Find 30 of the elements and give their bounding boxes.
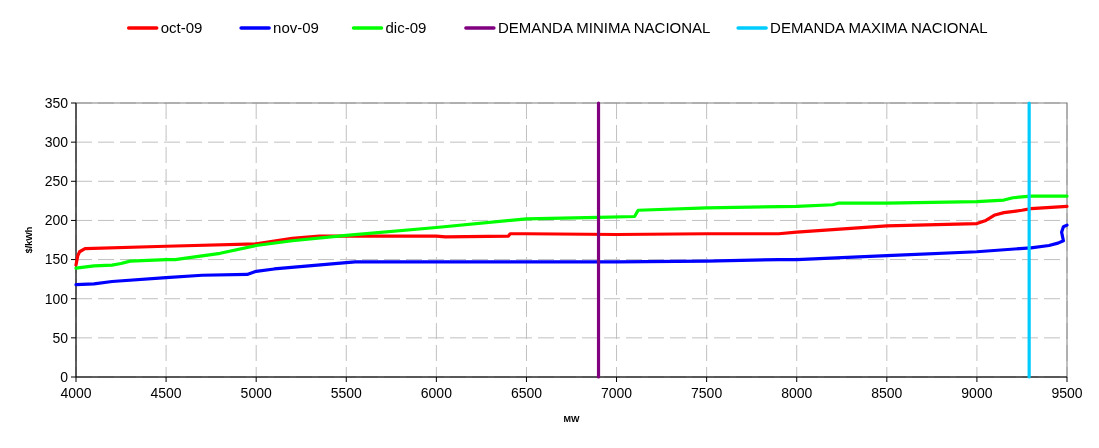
x-tick-label: 8000 bbox=[781, 385, 813, 401]
y-tick-label: 250 bbox=[44, 173, 69, 190]
y-tick-label: 100 bbox=[44, 290, 69, 307]
x-tick-label: 9000 bbox=[961, 385, 993, 401]
y-tick-label: 350 bbox=[44, 94, 69, 111]
y-tick-label: 50 bbox=[52, 329, 69, 346]
x-tick-label: 6000 bbox=[420, 385, 453, 401]
line-series bbox=[74, 194, 1069, 270]
legend-label: nov-09 bbox=[273, 19, 319, 37]
y-tick-label: 150 bbox=[44, 251, 69, 268]
x-tick-label: 6500 bbox=[510, 385, 543, 401]
y-tick-label: 0 bbox=[60, 368, 69, 385]
x-tick-label: 7000 bbox=[600, 385, 633, 401]
y-tick-label: 300 bbox=[44, 134, 69, 151]
x-axis-title: MW bbox=[563, 414, 580, 424]
line-series bbox=[74, 223, 1069, 287]
x-tick-label: 4000 bbox=[60, 385, 92, 401]
legend-label: DEMANDA MAXIMA NACIONAL bbox=[770, 19, 988, 37]
legend-label: DEMANDA MINIMA NACIONAL bbox=[497, 19, 711, 37]
x-tick-label: 7500 bbox=[691, 385, 723, 401]
y-tick-label: 200 bbox=[44, 212, 69, 229]
x-tick-label: 8500 bbox=[871, 385, 903, 401]
y-axis-title: $/kWh bbox=[24, 226, 34, 254]
legend-label: dic-09 bbox=[385, 19, 427, 37]
legend-label: oct-09 bbox=[160, 19, 203, 37]
line-series bbox=[74, 204, 1069, 267]
x-tick-label: 5000 bbox=[240, 385, 272, 401]
x-tick-label: 4500 bbox=[150, 385, 182, 401]
x-tick-label: 5500 bbox=[330, 385, 363, 401]
x-tick-label: 9500 bbox=[1051, 385, 1083, 401]
